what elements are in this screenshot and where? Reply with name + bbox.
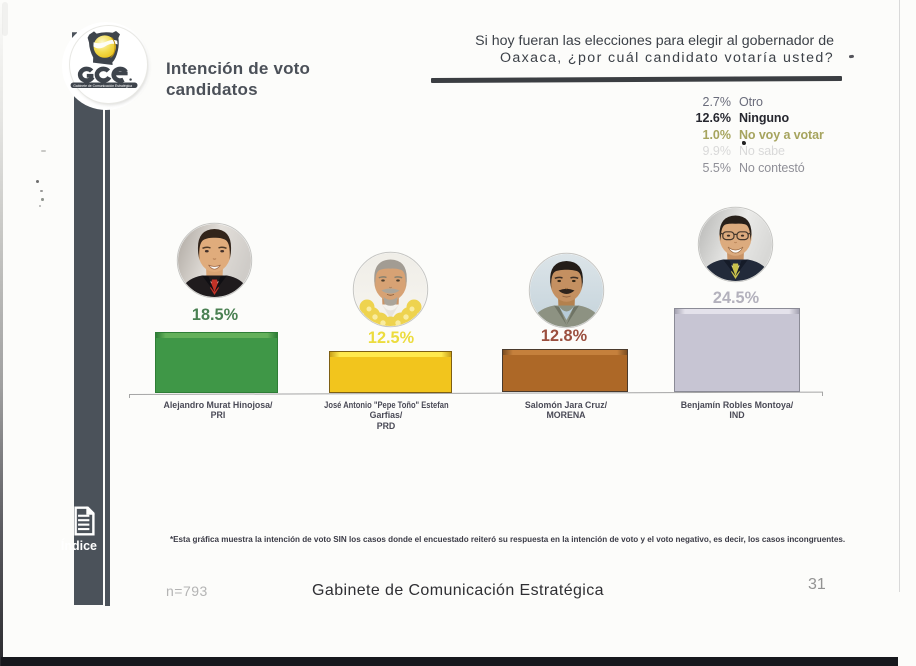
svg-text:Gabinete de Comunicación Estr: Gabinete de Comunicación Estratégica: [73, 83, 132, 87]
